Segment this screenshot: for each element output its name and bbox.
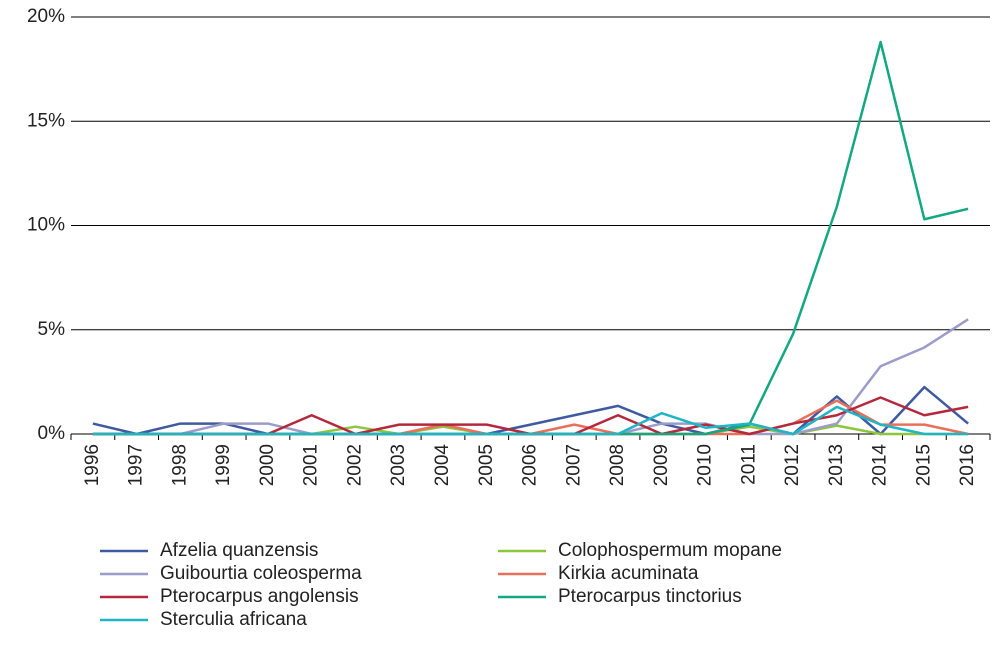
series-line: [92, 405, 969, 436]
x-tick-label: 2007: [563, 444, 584, 486]
series-line: [92, 399, 969, 436]
legend-label: Pterocarpus tinctorius: [558, 586, 742, 607]
legend-label: Guibourtia coleosperma: [160, 563, 362, 584]
x-tick-label: 2008: [607, 444, 628, 486]
legend-label: Pterocarpus angolensis: [160, 586, 359, 607]
series-line: [92, 318, 969, 436]
series-line: [92, 385, 969, 436]
x-tick-label: 2016: [957, 444, 978, 486]
series-line: [92, 396, 969, 436]
legend-label: Kirkia acuminata: [558, 563, 699, 584]
x-tick-label: 2014: [870, 444, 891, 487]
x-tick-label: 2015: [913, 444, 934, 486]
x-tick-label: 2003: [388, 444, 409, 486]
x-tick-label: 1999: [213, 444, 234, 486]
x-tick-label: 1996: [82, 444, 103, 486]
x-tick-label: 2005: [476, 444, 497, 486]
x-tick-label: 2013: [826, 444, 847, 486]
x-tick-label: 2009: [651, 444, 672, 486]
x-tick-label: 2006: [520, 444, 541, 486]
legend-label: Afzelia quanzensis: [160, 540, 318, 561]
y-tick-label: 10%: [27, 215, 65, 236]
y-tick-label: 5%: [38, 319, 66, 340]
x-tick-label: 1998: [169, 444, 190, 486]
legend-label: Colophospermum mopane: [558, 540, 782, 561]
y-tick-label: 15%: [27, 110, 65, 131]
x-tick-label: 2011: [738, 444, 759, 485]
y-tick-label: 0%: [38, 423, 66, 444]
x-tick-label: 2001: [301, 444, 322, 486]
x-tick-label: 2000: [257, 444, 278, 486]
x-tick-label: 2002: [344, 444, 365, 486]
series-line: [92, 40, 969, 436]
x-tick-label: 2004: [432, 444, 453, 487]
x-tick-label: 2010: [695, 444, 716, 486]
x-tick-label: 1997: [126, 444, 147, 486]
x-tick-label: 2012: [782, 444, 803, 486]
legend-label: Sterculia africana: [160, 609, 307, 630]
y-tick-label: 20%: [27, 6, 65, 27]
